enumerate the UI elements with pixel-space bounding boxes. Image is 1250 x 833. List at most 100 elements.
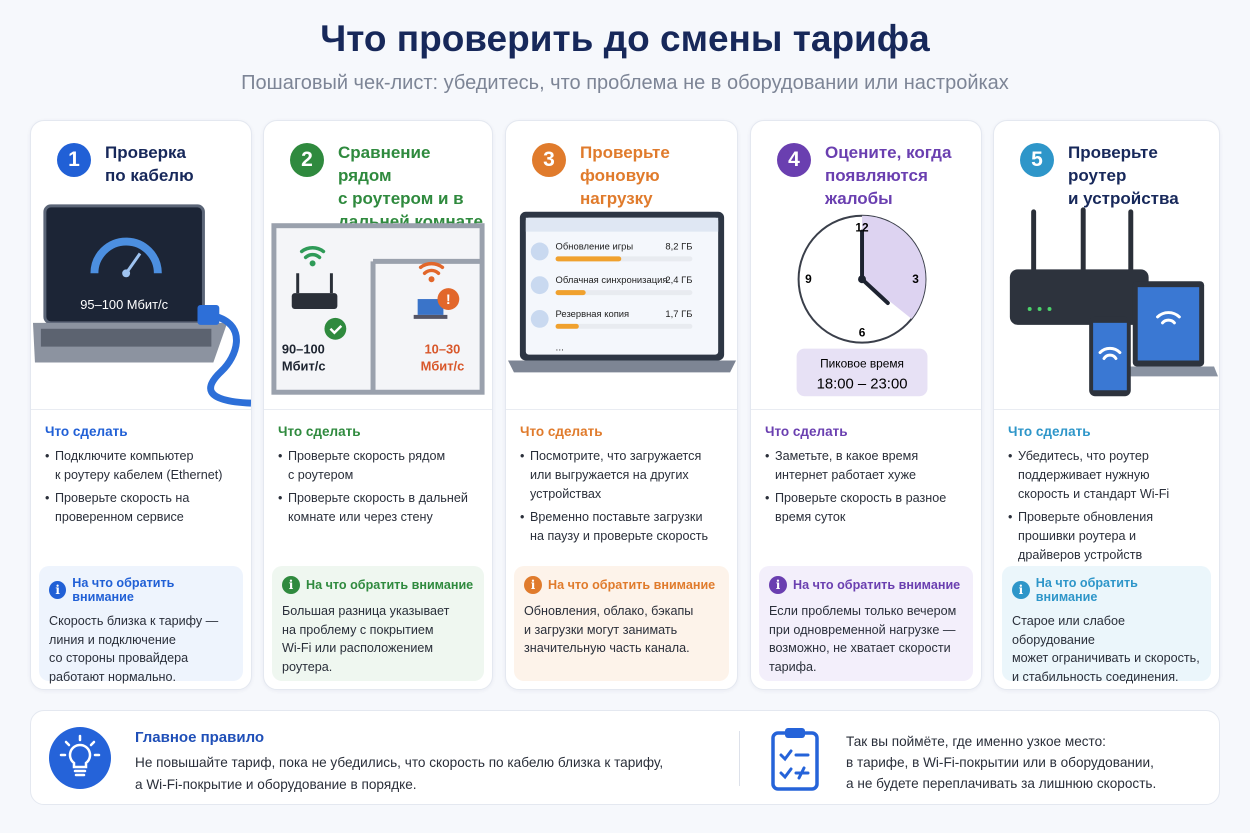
download-name: Облачная синхронизация [556, 274, 668, 285]
download-item: Облачная синхронизация 2,4 ГБ [530, 274, 693, 296]
todo-heading: Что сделать [45, 424, 128, 439]
wifi-icon [1098, 311, 1181, 361]
near-router-speed: 90–100 Мбит/с [281, 341, 326, 374]
svg-text:!: ! [446, 291, 451, 307]
backup-icon [530, 309, 549, 328]
router-icon [1009, 207, 1149, 325]
step-number-badge: 2 [290, 143, 324, 177]
laptop-icon: 95–100 Мбит/с [32, 204, 228, 363]
router-icon [291, 273, 338, 309]
checklist-clipboard-icon [769, 725, 821, 791]
download-progress-bar [555, 256, 622, 262]
attention-text: Старое или слабое оборудование может огр… [1012, 614, 1200, 684]
page-subtitle: Пошаговый чек-лист: убедитесь, что пробл… [241, 72, 1009, 94]
laptop-icon [507, 211, 737, 373]
attention-heading: На что обратить внимание [306, 578, 474, 592]
step-card-5: 5 Проверьте роутер и устройства Что сдел… [993, 120, 1220, 690]
todo-item: Временно поставьте загрузки на паузу и п… [520, 508, 729, 546]
download-size: 1,7 ГБ [665, 308, 692, 319]
attention-box: i На что обратить внимание Скорость близк… [39, 566, 243, 684]
info-icon: i [49, 581, 67, 599]
router-devices-illustration [994, 201, 1219, 409]
step-title: Оцените, когда появляются жалобы [825, 143, 952, 208]
step-number-badge: 1 [57, 143, 91, 177]
attention-text: Если проблемы только вечером при одновре… [769, 604, 957, 674]
wifi-weak-icon [418, 261, 445, 276]
cloud-icon [530, 276, 549, 295]
attention-heading: На что обратить внимание [793, 578, 961, 592]
todo-heading: Что сделать [520, 424, 603, 439]
clock-hour-label: 12 [855, 221, 869, 235]
ethernet-cable-icon [197, 305, 252, 407]
todo-heading: Что сделать [278, 424, 361, 439]
todo-list: Заметьте, в какое время интернет работае… [765, 447, 973, 531]
divider [264, 409, 492, 410]
laptop-downloads-illustration: Обновление игры 8,2 ГБ Облачная синхрони… [506, 201, 737, 409]
main-rule-text: Не повышайте тариф, пока не убедились, ч… [135, 755, 664, 792]
todo-item: Проверьте скорость на проверенном сервис… [45, 489, 243, 527]
main-rule-title: Главное правило [135, 729, 265, 746]
info-icon: i [524, 576, 542, 594]
todo-heading: Что сделать [1008, 424, 1091, 439]
todo-item: Проверьте скорость в дальней комнате или… [278, 489, 484, 527]
info-icon: i [769, 576, 787, 594]
attention-box: i На что обратить внимание Если проблемы … [759, 566, 973, 681]
step-title: Проверьте роутер и устройства [1068, 143, 1179, 208]
laptop-icon [1118, 281, 1219, 377]
download-item: Обновление игры 8,2 ГБ [530, 240, 693, 262]
far-room-speed: 10–30 Мбит/с [420, 341, 465, 374]
laptop-speedometer-ethernet-illustration: 95–100 Мбит/с [31, 201, 252, 409]
divider [506, 409, 737, 410]
attention-text: Обновления, облако, бэкапы и загрузки мо… [524, 604, 694, 655]
divider [739, 731, 740, 786]
step-number-badge: 4 [777, 143, 811, 177]
page-title: Что проверить до смены тарифа [320, 18, 930, 59]
wifi-strong-icon [299, 246, 326, 260]
clock-icon: 12 3 6 9 [797, 214, 927, 344]
todo-item: Подключите компьютер к роутеру кабелем (… [45, 447, 243, 485]
attention-heading: На что обратить внимание [548, 578, 716, 592]
info-icon: i [1012, 581, 1030, 599]
attention-box: i На что обратить внимание Старое или сла… [1002, 566, 1211, 684]
peak-time-box [796, 348, 928, 397]
todo-item: Посмотрите, что загружается или выгружае… [520, 447, 729, 504]
step-number-badge: 5 [1020, 143, 1054, 177]
clock-hour-label: 6 [859, 326, 866, 340]
divider [994, 409, 1219, 410]
download-name: Обновление игры [556, 240, 634, 251]
laptop-icon [417, 299, 444, 315]
main-rule-panel: Главное правило Не повышайте тариф, пока… [30, 710, 1220, 805]
step-card-2: 2 Сравнение рядом с роутером и в дальней… [263, 120, 493, 690]
todo-heading: Что сделать [765, 424, 848, 439]
clock-illustration: 12 3 6 9 Пиковое время 18:00 – 23:00 [751, 201, 981, 409]
download-progress-bar [555, 290, 586, 296]
attention-heading: На что обратить внимание [1035, 576, 1138, 604]
todo-item: Проверьте скорость рядом с роутером [278, 447, 484, 485]
todo-list: Убедитесь, что роутер поддерживает нужну… [1008, 447, 1211, 569]
todo-list: Посмотрите, что загружается или выгружае… [520, 447, 729, 550]
step-number-badge: 3 [532, 143, 566, 177]
peak-time-label: Пиковое время [820, 356, 904, 370]
download-progress-bar [555, 323, 579, 329]
divider [31, 409, 251, 410]
download-icon [530, 242, 549, 261]
attention-text: Скорость близка к тарифу — линия и подкл… [49, 614, 219, 684]
info-icon: i [282, 576, 300, 594]
attention-text: Большая разница указывает на проблему с … [282, 604, 450, 674]
download-size: 2,4 ГБ [665, 274, 692, 285]
download-size: 8,2 ГБ [665, 240, 692, 251]
step-card-1: 1 Проверка по кабелю 95–100 Мбит/с Что с… [30, 120, 252, 690]
todo-item: Проверьте скорость в разное время суток [765, 489, 973, 527]
more-items: ... [556, 343, 564, 354]
attention-box: i На что обратить внимание Большая разниц… [272, 566, 484, 681]
lightbulb-icon [49, 727, 111, 789]
todo-list: Проверьте скорость рядом с роутером Прове… [278, 447, 484, 531]
step-card-3: 3 Проверьте фоновую нагрузку Обновление … [505, 120, 738, 690]
step-title: Проверка по кабелю [105, 143, 194, 185]
attention-box: i На что обратить внимание Обновления, об… [514, 566, 729, 681]
step-title: Проверьте фоновую нагрузку [580, 143, 670, 208]
download-name: Резервная копия [556, 308, 630, 319]
todo-item: Убедитесь, что роутер поддерживает нужну… [1008, 447, 1211, 504]
cable-speed-label: 95–100 Мбит/с [80, 297, 168, 312]
todo-item: Проверьте обновления прошивки роутера и … [1008, 508, 1211, 565]
